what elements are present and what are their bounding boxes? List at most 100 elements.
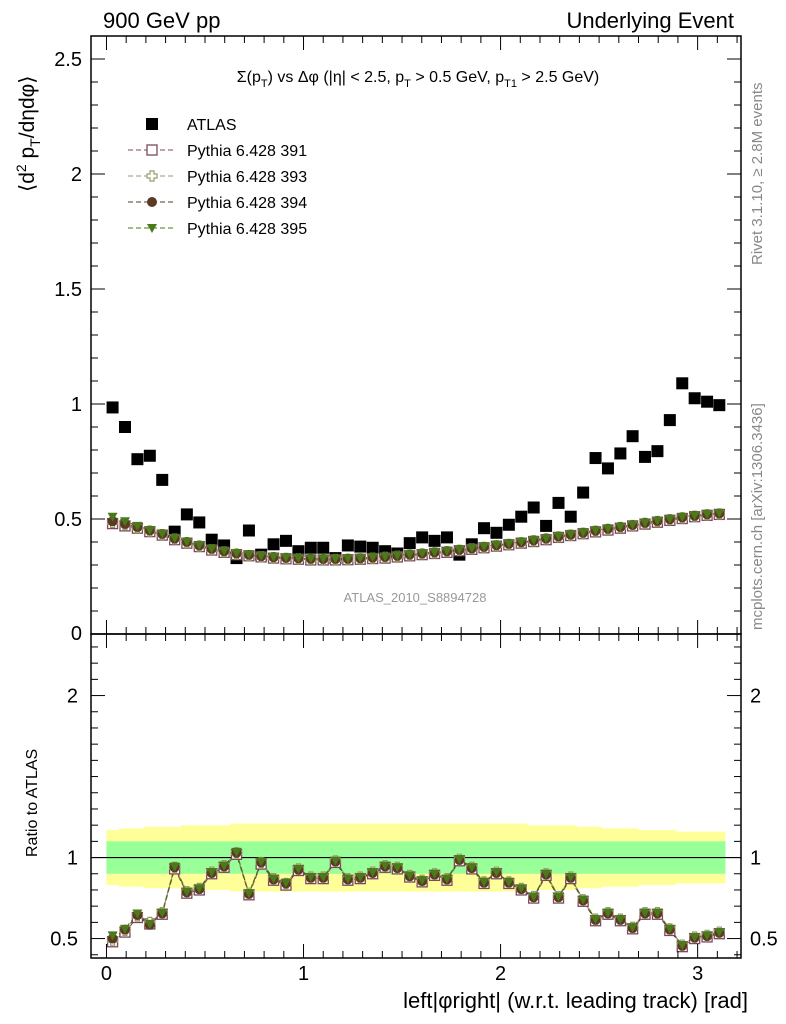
- ratio-point-4: [689, 932, 700, 942]
- ratio-point-4: [243, 889, 254, 899]
- watermark: ATLAS_2010_S8894728: [344, 590, 487, 605]
- ratio-point-4: [280, 878, 291, 888]
- ratio-point-4: [219, 861, 230, 871]
- atlas-point: [577, 486, 590, 499]
- mc-point-4: [615, 522, 626, 532]
- header-right: Underlying Event: [566, 8, 734, 33]
- atlas-point: [242, 524, 255, 537]
- mc-point-4: [280, 553, 291, 563]
- mc-point-4: [466, 543, 477, 553]
- atlas-point: [180, 508, 193, 521]
- mc-point-4: [689, 511, 700, 521]
- legend-label: Pythia 6.428 395: [187, 221, 307, 238]
- ratio-point-4: [553, 892, 564, 902]
- ratio-y-tick-label-right: 0.5: [750, 929, 778, 951]
- ratio-y-tick-label-right: 1: [750, 848, 761, 870]
- atlas-point: [341, 539, 354, 552]
- ratio-data-layer: [91, 823, 741, 953]
- atlas-point: [366, 541, 379, 554]
- ratio-y-tick-label: 2: [67, 686, 78, 708]
- main-data-layer: [106, 377, 726, 566]
- mc-point-4: [243, 550, 254, 560]
- ratio-line-1: [112, 853, 720, 948]
- mc-point-4: [417, 549, 428, 559]
- atlas-point: [663, 414, 676, 427]
- legend-marker: [147, 197, 157, 207]
- ratio-point-4: [677, 941, 688, 951]
- ratio-point-4: [107, 931, 118, 941]
- atlas-point: [527, 501, 540, 514]
- mc-point-4: [219, 546, 230, 556]
- legend-marker: [146, 170, 158, 182]
- atlas-point: [589, 452, 602, 465]
- ratio-point-4: [590, 915, 601, 925]
- mc-point-4: [528, 535, 539, 545]
- atlas-point: [143, 449, 156, 462]
- atlas-point: [267, 538, 280, 551]
- y-tick-label: 1: [71, 394, 82, 416]
- ratio-point-4: [652, 908, 663, 918]
- ratio-point-4: [194, 884, 205, 894]
- mc-point-4: [441, 546, 452, 556]
- atlas-point: [440, 531, 453, 544]
- mc-point-4: [144, 526, 155, 536]
- ratio-point-4: [355, 873, 366, 882]
- atlas-point: [639, 450, 652, 463]
- ylabel-sub: T: [27, 138, 43, 147]
- mc-point-4: [503, 539, 514, 549]
- ratio-point-4: [503, 877, 514, 887]
- atlas-point: [515, 510, 528, 523]
- atlas-point: [540, 519, 553, 532]
- ratio-point-4: [206, 868, 217, 878]
- legend-marker: [146, 118, 158, 130]
- atlas-point: [552, 496, 565, 509]
- mc-point-4: [231, 549, 242, 559]
- ratio-point-4: [119, 924, 130, 934]
- atlas-point: [317, 541, 330, 554]
- ratio-point-4: [516, 884, 527, 894]
- atlas-point: [428, 534, 441, 547]
- ratio-point-4: [392, 863, 403, 873]
- mc-point-4: [119, 517, 130, 527]
- mc-point-4: [342, 554, 353, 564]
- legend-marker: [146, 144, 158, 156]
- mc-point-4: [404, 550, 415, 560]
- mc-point-4: [541, 534, 552, 544]
- ylabel-sup: 2: [13, 164, 29, 172]
- legend-marker: [147, 224, 157, 233]
- legend-label: Pythia 6.428 391: [187, 143, 307, 160]
- atlas-point: [106, 401, 119, 414]
- atlas-point: [304, 541, 317, 554]
- ratio-frame: [90, 633, 742, 959]
- xlabel-b: right| (w.r.t. leading track) [rad]: [453, 988, 749, 1013]
- ratio-point-4: [528, 892, 539, 902]
- title-mid: ) vs Δφ (|η| < 2.5, p: [268, 69, 405, 86]
- mc-point-4: [107, 512, 118, 522]
- mc-point-4: [714, 509, 725, 519]
- title-sub-t: T: [261, 78, 268, 90]
- atlas-point: [131, 453, 144, 466]
- main-axes: 0.5 1 1.5 2 2.5 0: [54, 35, 741, 645]
- ratio-point-4: [293, 864, 304, 874]
- mc-point-4: [429, 547, 440, 557]
- ratio-point-4: [640, 908, 651, 918]
- y-tick-label: 0.5: [54, 509, 82, 531]
- atlas-point: [490, 526, 503, 539]
- ylabel-c: /dηdφ⟩: [16, 76, 39, 139]
- legend-label: ATLAS: [187, 117, 237, 134]
- mc-point-4: [578, 528, 589, 538]
- ratio-point-4: [157, 908, 168, 918]
- ratio-point-4: [429, 869, 440, 879]
- mc-point-4: [367, 553, 378, 563]
- ratio-point-4: [466, 863, 477, 873]
- mc-point-4: [380, 552, 391, 562]
- x-tick-label: 1: [298, 963, 309, 985]
- mc-point-4: [392, 551, 403, 561]
- ratio-point-4: [417, 876, 428, 886]
- atlas-point: [626, 430, 639, 443]
- mc-point-4: [664, 514, 675, 524]
- ratio-point-4: [627, 923, 638, 933]
- mc-point-4: [355, 553, 366, 563]
- ratio-point-4: [169, 862, 180, 872]
